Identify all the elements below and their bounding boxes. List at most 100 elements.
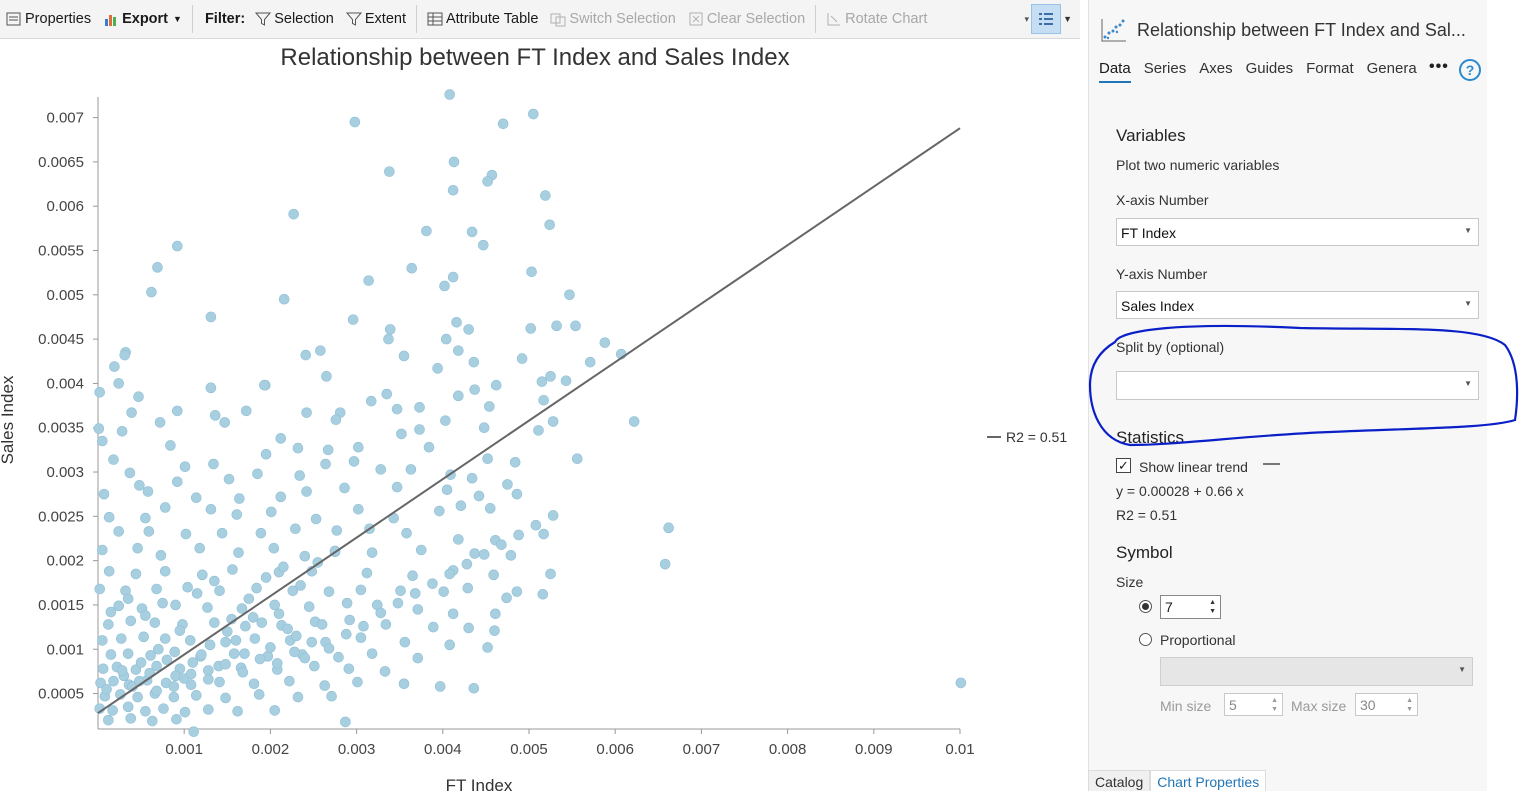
attribute-table-button[interactable]: Attribute Table: [421, 4, 544, 34]
split-by-select[interactable]: ▼: [1116, 371, 1479, 400]
x-axis-select[interactable]: FT Index ▼: [1116, 218, 1479, 246]
scatter-point: [353, 441, 364, 453]
scatter-point: [259, 379, 270, 391]
tab-general[interactable]: Genera: [1366, 60, 1417, 77]
scatter-point: [331, 525, 343, 536]
x-tick-label: 0.001: [165, 741, 203, 758]
r2-legend[interactable]: R2 = 0.51: [987, 429, 1067, 445]
scatter-point: [478, 422, 490, 434]
proportional-field-select[interactable]: ▼: [1160, 657, 1473, 686]
stepper-arrows-icon[interactable]: ▲ ▼: [1406, 697, 1413, 713]
scatter-point: [172, 476, 183, 488]
more-tabs-icon[interactable]: •••: [1429, 58, 1449, 75]
scatter-point: [273, 608, 285, 620]
y-axis-select[interactable]: Sales Index ▼: [1116, 291, 1479, 319]
scatter-point: [347, 314, 359, 325]
switch-selection-button[interactable]: Switch Selection: [544, 4, 681, 34]
size-label: Size: [1116, 574, 1144, 590]
legend-toggle-button[interactable]: [1031, 4, 1062, 34]
scatter-point: [540, 190, 551, 201]
scatter-point: [441, 484, 453, 496]
scatter-point: [172, 405, 183, 417]
scatter-plot[interactable]: 0.001 0.002 0.003 0.004 0.005 0.006 0.007 0.008…: [0, 39, 1080, 791]
scatter-point: [323, 586, 335, 597]
scatter-point: [122, 593, 134, 605]
scatter-point: [179, 461, 191, 473]
scatter-point: [260, 572, 272, 583]
scatter-point: [142, 486, 154, 497]
trend-line-swatch: [987, 436, 1001, 438]
stepper-arrows-icon[interactable]: ▲ ▼: [1271, 697, 1278, 713]
scatter-point: [398, 350, 410, 362]
scatter-point: [125, 713, 137, 724]
trend-line-swatch[interactable]: [1263, 463, 1280, 465]
scatter-point: [145, 650, 156, 661]
scatter-point: [122, 701, 134, 713]
scatter-point: [545, 371, 556, 382]
stepper-arrows-icon[interactable]: ▲ ▼: [1209, 599, 1216, 615]
tab-chart-properties[interactable]: Chart Properties: [1150, 770, 1267, 791]
scatter-point: [502, 479, 513, 490]
scatter-point: [220, 636, 231, 648]
scatter-point: [116, 665, 128, 676]
scatter-point: [94, 583, 106, 595]
max-size-stepper[interactable]: 30 ▲ ▼: [1355, 693, 1418, 716]
show-linear-trend-checkbox[interactable]: ✓: [1116, 458, 1131, 473]
tab-format[interactable]: Format: [1306, 60, 1354, 77]
help-icon[interactable]: ?: [1459, 59, 1481, 81]
properties-button[interactable]: Properties: [0, 4, 97, 34]
tab-axes[interactable]: Axes: [1199, 60, 1233, 77]
y-tick-label: 0.003: [46, 464, 84, 481]
chevron-down-icon[interactable]: ▼: [1063, 14, 1072, 24]
scatter-point: [168, 691, 180, 703]
x-tick-label: 0.007: [683, 741, 721, 758]
scatter-point: [290, 630, 302, 642]
scatter-point: [330, 414, 342, 426]
scatter-point: [407, 570, 418, 582]
scatter-point: [383, 333, 394, 345]
fixed-size-radio[interactable]: [1139, 600, 1152, 613]
min-size-stepper[interactable]: 5 ▲ ▼: [1224, 693, 1283, 716]
scatter-point: [154, 417, 166, 428]
y-tick-label: 0.006: [46, 198, 84, 215]
scatter-point: [107, 705, 118, 716]
scatter-point: [564, 289, 575, 301]
scatter-point: [93, 423, 105, 434]
scatter-point: [284, 675, 295, 687]
scatter-point: [240, 620, 251, 632]
scatter-point: [482, 453, 493, 465]
extent-label: Extent: [364, 11, 406, 27]
filter-selection-button[interactable]: Selection: [249, 4, 340, 34]
tab-data[interactable]: Data: [1099, 60, 1131, 83]
clear-selection-button[interactable]: Clear Selection: [682, 4, 811, 34]
toolbar-divider: [815, 5, 817, 33]
scatter-point: [365, 395, 377, 407]
toolbar-divider: [415, 5, 417, 33]
scatter-point: [448, 156, 460, 168]
show-linear-trend-label: Show linear trend: [1139, 459, 1248, 475]
scatter-point: [147, 715, 158, 727]
scatter-point: [306, 636, 318, 648]
export-button[interactable]: Export ▼: [97, 4, 188, 34]
tab-series[interactable]: Series: [1143, 60, 1187, 77]
linear-trend-line: [97, 127, 961, 714]
scatter-point: [101, 683, 112, 695]
rotate-chart-button[interactable]: Rotate Chart: [820, 4, 933, 34]
tab-guides[interactable]: Guides: [1245, 60, 1294, 77]
scatter-point: [399, 636, 411, 648]
scatter-point: [530, 519, 542, 531]
size-stepper[interactable]: 7 ▲ ▼: [1160, 595, 1221, 619]
overflow-caret-icon[interactable]: ▾: [1024, 13, 1030, 24]
y-tick-label: 0.002: [46, 553, 84, 570]
scatter-point: [412, 604, 424, 615]
tab-catalog[interactable]: Catalog: [1088, 770, 1151, 791]
scatter-point: [428, 621, 439, 633]
scatter-point: [103, 565, 115, 577]
filter-extent-button[interactable]: Extent: [340, 4, 412, 34]
scatter-point: [315, 345, 326, 356]
y-axis-value: Sales Index: [1121, 298, 1195, 314]
scatter-point: [232, 705, 243, 717]
proportional-radio[interactable]: [1139, 633, 1152, 646]
scatter-point: [391, 481, 403, 493]
scatter-point: [384, 324, 396, 335]
